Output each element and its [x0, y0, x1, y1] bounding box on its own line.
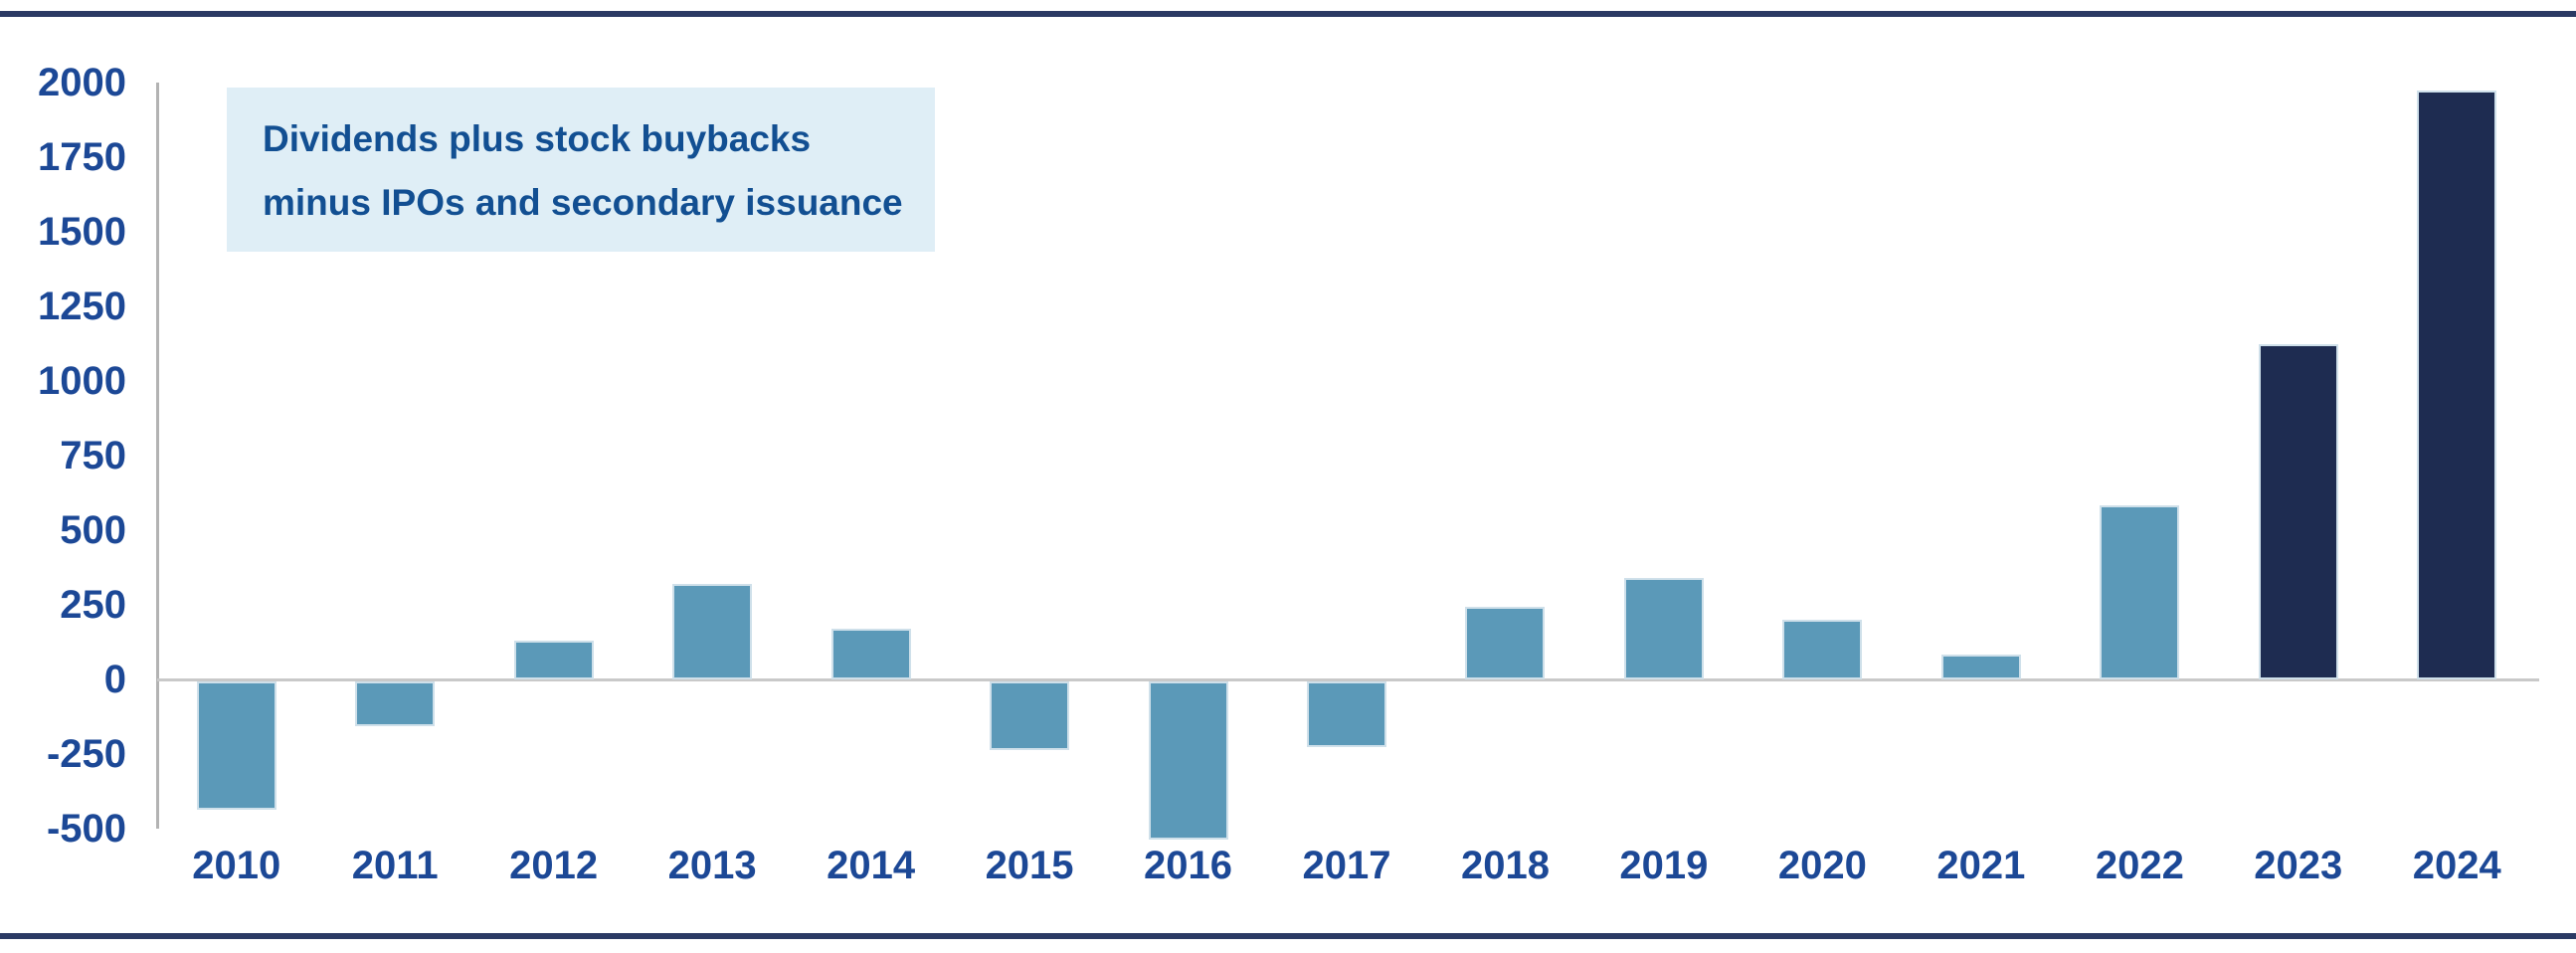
- y-tick-1500: 1500: [38, 210, 126, 254]
- bar-2014: [830, 629, 911, 679]
- y-tick--250: -250: [46, 732, 126, 776]
- y-tick-500: 500: [60, 508, 126, 552]
- annotation-line-2: minus IPOs and secondary issuance: [263, 182, 903, 223]
- x-tick-2017: 2017: [1302, 844, 1391, 887]
- zero-baseline: [157, 678, 2539, 681]
- bottom-border-rule: [0, 933, 2576, 939]
- x-tick-2021: 2021: [1936, 844, 2026, 887]
- bar-2010: [196, 681, 276, 810]
- bar-2011: [355, 681, 436, 726]
- x-tick-2013: 2013: [667, 844, 757, 887]
- x-tick-2014: 2014: [827, 844, 916, 887]
- bar-2023: [2258, 343, 2338, 679]
- x-tick-2010: 2010: [192, 844, 281, 887]
- top-border-rule: [0, 11, 2576, 17]
- y-tick-1000: 1000: [38, 359, 126, 403]
- y-tick-250: 250: [60, 583, 126, 627]
- y-tick-1750: 1750: [38, 135, 126, 179]
- y-tick-0: 0: [103, 658, 126, 701]
- bar-2024: [2417, 90, 2497, 679]
- bar-2022: [2100, 504, 2180, 679]
- x-tick-2011: 2011: [351, 844, 439, 887]
- y-tick-2000: 2000: [38, 61, 126, 104]
- annotation-line-1: Dividends plus stock buybacks: [263, 118, 812, 159]
- bar-2016: [1148, 681, 1228, 840]
- y-tick-1250: 1250: [38, 285, 126, 328]
- bar-2021: [1940, 654, 2021, 679]
- y-axis-line: [156, 83, 159, 829]
- x-tick-2018: 2018: [1460, 844, 1550, 887]
- x-tick-2022: 2022: [2095, 844, 2184, 887]
- y-tick--500: -500: [46, 807, 126, 851]
- bar-2012: [513, 641, 594, 679]
- annotation-box: Dividends plus stock buybacks minus IPOs…: [227, 88, 935, 252]
- bar-2013: [672, 584, 753, 679]
- bar-2019: [1623, 578, 1704, 679]
- bar-2020: [1782, 620, 1863, 679]
- x-tick-2024: 2024: [2412, 844, 2501, 887]
- x-tick-2016: 2016: [1144, 844, 1233, 887]
- x-tick-2012: 2012: [509, 844, 599, 887]
- x-tick-2019: 2019: [1619, 844, 1709, 887]
- bar-2018: [1465, 606, 1546, 679]
- bar-2017: [1307, 681, 1386, 747]
- y-tick-750: 750: [60, 434, 126, 477]
- x-tick-2020: 2020: [1777, 844, 1867, 887]
- x-tick-2015: 2015: [985, 844, 1074, 887]
- bar-2015: [990, 681, 1070, 750]
- x-tick-2023: 2023: [2254, 844, 2343, 887]
